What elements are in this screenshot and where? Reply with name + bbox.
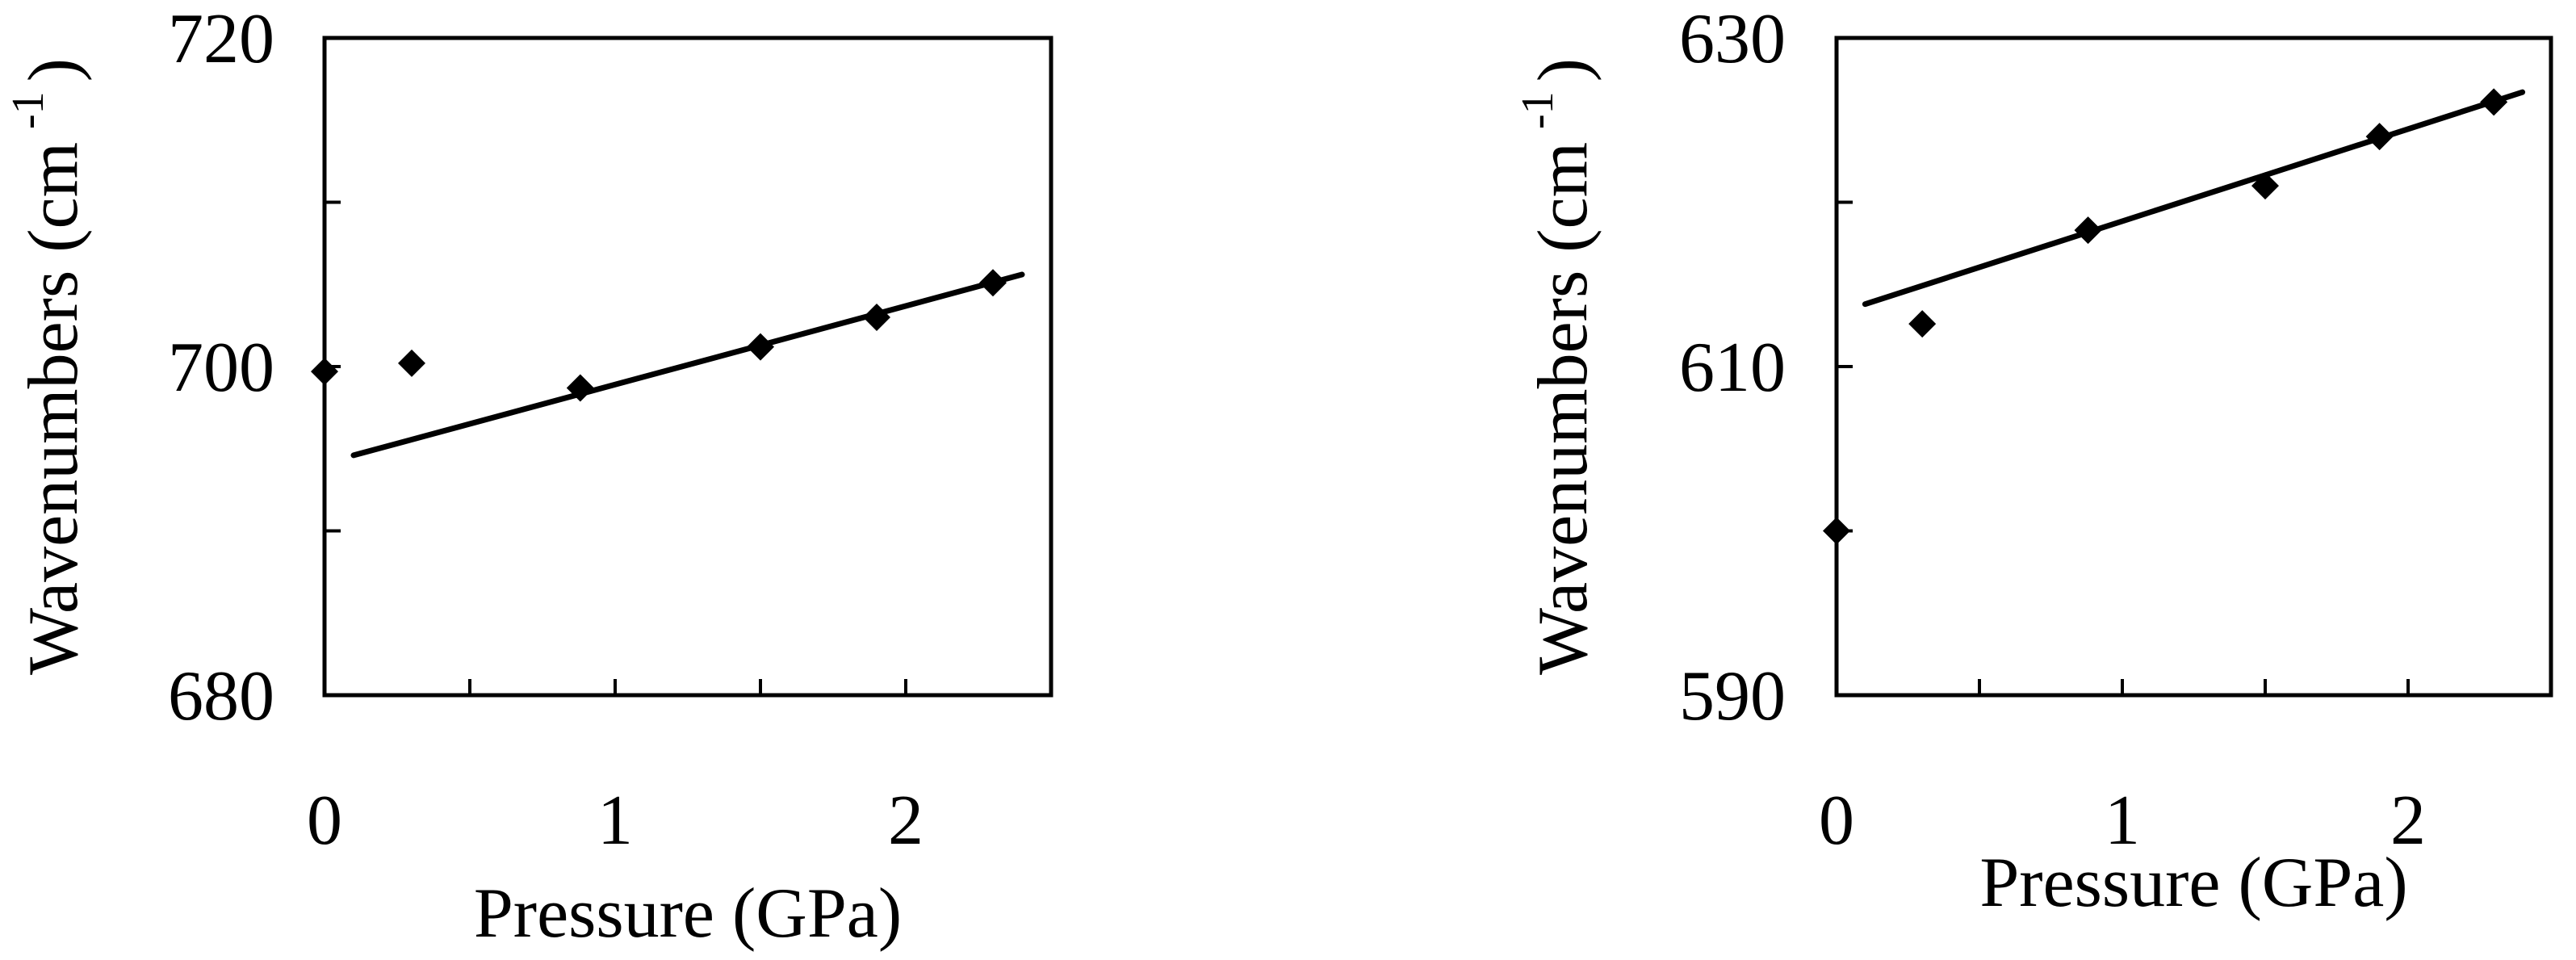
y-axis-title-close: ) [1524, 58, 1602, 82]
y-tick-label: 630 [1679, 0, 1786, 78]
y-tick-label: 700 [168, 329, 274, 407]
y-tick-label: 590 [1679, 657, 1786, 736]
fit-line [1862, 89, 2526, 308]
y-axis-title-superscript: -1 [1513, 91, 1563, 129]
y-axis-title-superscript: -1 [3, 91, 53, 129]
x-tick-label: 0 [307, 782, 342, 860]
data-point [979, 269, 1007, 297]
data-point [2365, 123, 2394, 151]
x-axis-title: Pressure (GPa) [474, 874, 902, 953]
y-axis-title: Wavenumbers (cm -1) [3, 58, 93, 675]
x-tick-label: 2 [2390, 782, 2426, 860]
x-axis-title: Pressure (GPa) [1979, 844, 2407, 922]
y-axis-title-main: Wavenumbers (cm [1524, 142, 1602, 675]
data-point [863, 303, 890, 331]
data-point [1908, 310, 1937, 338]
y-axis-title-main: Wavenumbers (cm [15, 142, 93, 675]
data-point [2480, 88, 2508, 116]
data-point [747, 333, 774, 361]
data-point [1823, 517, 1850, 545]
x-tick-label: 1 [2105, 782, 2140, 860]
fit-line [350, 271, 1025, 459]
data-point [2251, 172, 2279, 200]
y-axis-title: Wavenumbers (cm -1) [1513, 58, 1602, 675]
data-point [566, 374, 594, 402]
x-tick-label: 1 [597, 782, 633, 860]
plot-frame [1834, 36, 2553, 698]
left-chart: 0 1 2 680 700 720 Pressure (GPa) Wavenumbers (c… [3, 0, 1053, 953]
y-tick-label: 680 [168, 657, 274, 736]
y-tick-label: 720 [168, 0, 274, 78]
data-point [2074, 216, 2102, 245]
data-point [398, 349, 425, 377]
x-tick-label: 2 [888, 782, 924, 860]
data-point [311, 358, 338, 386]
x-tick-label: 0 [1819, 782, 1854, 860]
y-tick-label: 610 [1679, 329, 1786, 407]
y-axis-title-close: ) [15, 58, 93, 82]
right-chart: 0 1 2 590 610 630 Pressure (GPa) Wavenumbers (c… [1513, 0, 2553, 922]
